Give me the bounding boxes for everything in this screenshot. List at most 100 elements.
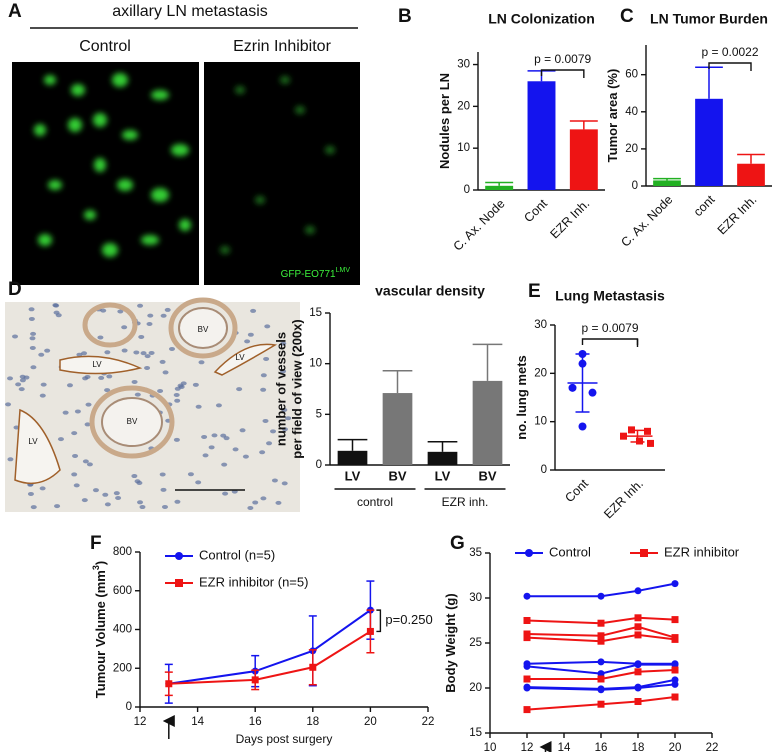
point bbox=[634, 698, 642, 705]
cell bbox=[148, 350, 155, 355]
cell bbox=[131, 474, 138, 479]
group-label: control bbox=[357, 495, 393, 509]
cell bbox=[30, 365, 37, 370]
y-axis-label: number of vessels bbox=[273, 332, 288, 446]
cell bbox=[71, 472, 78, 477]
cell bbox=[62, 410, 69, 415]
cell bbox=[138, 334, 145, 339]
cell bbox=[121, 325, 128, 330]
cell bbox=[198, 360, 205, 365]
image-label: LV bbox=[235, 353, 245, 362]
cell bbox=[168, 346, 175, 351]
point bbox=[366, 627, 374, 635]
cell bbox=[232, 447, 239, 452]
gfp-spot bbox=[151, 188, 169, 202]
cell bbox=[260, 373, 267, 378]
gfp-spot bbox=[34, 124, 46, 136]
cell bbox=[85, 402, 92, 407]
x-tick-label: 22 bbox=[706, 742, 719, 752]
chart-title: vascular density bbox=[375, 283, 485, 299]
point bbox=[597, 619, 605, 627]
y-label-end: ) bbox=[93, 561, 108, 565]
cell bbox=[92, 488, 99, 493]
y-tick-label: 35 bbox=[469, 547, 482, 559]
cell bbox=[173, 437, 180, 442]
caption-text: GFP-EO771 bbox=[281, 269, 336, 280]
cell bbox=[264, 324, 271, 329]
cell bbox=[180, 381, 187, 386]
legend-label: EZR inhibitor (n=5) bbox=[199, 574, 308, 589]
y-tick-label: 60 bbox=[625, 69, 638, 81]
x-tick-label: 16 bbox=[249, 716, 262, 728]
cell bbox=[72, 453, 79, 458]
cell bbox=[66, 383, 73, 388]
point bbox=[647, 439, 654, 447]
bracket bbox=[540, 69, 585, 78]
y-tick-label: 0 bbox=[316, 459, 322, 471]
point bbox=[634, 623, 642, 631]
gfp-spot bbox=[93, 113, 107, 127]
series-line bbox=[527, 669, 676, 680]
cell bbox=[160, 487, 167, 492]
cell bbox=[201, 434, 208, 439]
x-axis-label: Days post surgery bbox=[236, 732, 333, 746]
series-line bbox=[527, 582, 676, 598]
point bbox=[634, 684, 642, 692]
cell bbox=[242, 454, 249, 459]
annotation: p=0.250 bbox=[385, 612, 432, 627]
y-tick-label: 15 bbox=[309, 307, 322, 319]
annotation: p = 0.0079 bbox=[581, 321, 638, 335]
cell bbox=[73, 483, 80, 488]
cell bbox=[247, 505, 254, 510]
image-label: LV bbox=[28, 437, 38, 446]
cell bbox=[159, 472, 166, 477]
cell bbox=[215, 403, 222, 408]
point bbox=[523, 662, 531, 670]
cell bbox=[53, 303, 60, 308]
bar bbox=[382, 393, 413, 465]
point bbox=[597, 632, 605, 640]
gfp-spot bbox=[255, 196, 265, 204]
x-tick-label: Cont bbox=[562, 476, 591, 505]
y-label-text: no. lung mets bbox=[514, 355, 529, 440]
cell bbox=[144, 354, 151, 359]
y-label-text: Body Weight (g) bbox=[443, 593, 458, 692]
gfp-spot bbox=[220, 246, 230, 254]
cell bbox=[162, 370, 169, 375]
cell bbox=[81, 351, 88, 356]
cell bbox=[250, 308, 257, 313]
cell bbox=[222, 491, 229, 496]
point bbox=[523, 630, 531, 638]
gfp-spot bbox=[102, 243, 118, 257]
y-label-text: Tumor area (%) bbox=[605, 69, 620, 163]
gfp-spot bbox=[280, 76, 290, 84]
point bbox=[523, 634, 531, 642]
x-tick-label: BV bbox=[388, 468, 406, 483]
cell bbox=[102, 492, 109, 497]
image-label: LV bbox=[92, 360, 102, 369]
panel-letter: A bbox=[8, 1, 22, 22]
cell bbox=[192, 382, 199, 387]
gfp-spot bbox=[295, 106, 305, 114]
point bbox=[523, 684, 531, 692]
y-label-text: Nodules per LN bbox=[437, 73, 452, 169]
cell bbox=[157, 388, 164, 393]
annotation: p = 0.0079 bbox=[534, 52, 591, 66]
cell bbox=[173, 392, 180, 397]
bracket bbox=[581, 338, 639, 345]
cell bbox=[131, 379, 138, 384]
y-axis-label: per field of view (200x) bbox=[289, 319, 304, 458]
cell bbox=[38, 352, 45, 357]
cell bbox=[285, 416, 292, 421]
y-tick-label: 30 bbox=[469, 592, 482, 604]
chart-title: LN Tumor Burden bbox=[650, 11, 768, 27]
gfp-signal bbox=[34, 73, 335, 257]
bar bbox=[337, 450, 368, 465]
point bbox=[251, 676, 259, 684]
y-tick-label: 0 bbox=[464, 184, 470, 196]
cell bbox=[281, 427, 288, 432]
cell bbox=[220, 433, 227, 438]
point bbox=[597, 675, 605, 683]
cell bbox=[53, 310, 60, 315]
point bbox=[671, 693, 679, 701]
